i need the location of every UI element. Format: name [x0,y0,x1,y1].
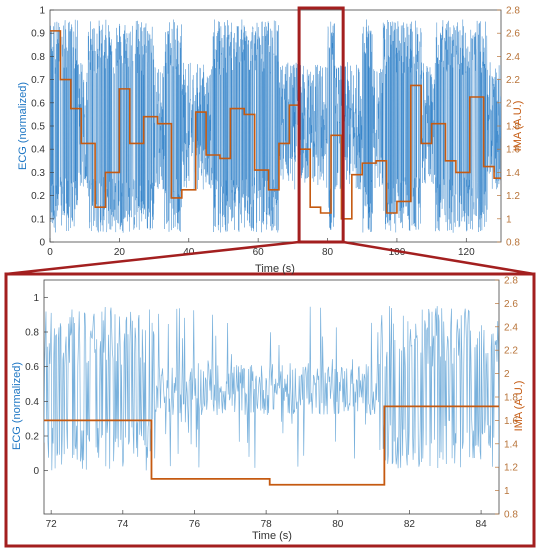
zoom-connector-left [5,240,300,276]
overview-y-right-tick-label: 0.8 [506,238,520,249]
overview-y-left-tick-label: 0.2 [31,191,45,202]
zoom-panel-frame [4,272,536,548]
zoom-y-left-tick-label: 0.4 [25,397,39,408]
zoom-y-right-label: IMA (A.U.) [513,381,525,432]
zoom-connector-right [342,240,535,276]
zoom-x-tick-label: 72 [46,519,58,530]
overview-y-left-tick-label: 0.4 [31,145,45,156]
overview-x-tick-label: 0 [47,247,53,258]
zoom-y-left-label: ECG (normalized) [11,362,23,450]
overview-y-left-tick-label: 0.8 [31,52,45,63]
overview-x-tick-label: 80 [322,247,334,258]
overview-ima-step-line [50,30,501,220]
zoom-ecg-line [44,306,499,471]
overview-x-tick-label: 120 [458,247,475,258]
zoom-x-axis-label: Time (s) [252,530,292,542]
zoom-y-left-tick-label: 0 [33,466,39,477]
overview-y-right-tick-label: 1.4 [506,168,520,179]
overview-y-right-tick-label: 2.8 [506,6,520,17]
overview-y-right-tick-label: 2.4 [506,52,520,63]
zoom-ima-step-line [44,405,499,486]
overview-y-left-tick-label: 0.6 [31,98,45,109]
zoom-y-right-tick-label: 1.2 [504,463,518,474]
zoom-x-tick-label: 82 [404,519,416,530]
overview-ecg-line [50,19,501,233]
zoom-connector-lines [5,240,535,276]
overview-y-right-tick-label: 2.6 [506,29,520,40]
overview-x-tick-label: 20 [114,247,126,258]
zoom-y-right-tick-label: 1.4 [504,439,518,450]
overview-x-tick-label: 40 [183,247,195,258]
zoom-y-left-tick-label: 0.2 [25,432,39,443]
zoom-panel: 0 0.2 0.4 0.6 0.8 1 0.8 1 1.2 1.4 1.6 1.8 2 2.2 2.4 2.6… [4,272,536,548]
zoom-y-left-tick-label: 0.6 [25,362,39,373]
zoom-ecg-series [44,306,499,486]
overview-y-right-tick-label: 1.6 [506,145,520,156]
overview-ecg-series [50,19,501,233]
zoom-y-right-tick-label: 2.8 [504,276,518,287]
zoom-window-rectangle [297,6,345,244]
zoom-x-tick-label: 76 [189,519,201,530]
zoom-x-tick-label: 78 [261,519,273,530]
zoom-y-right-tick-label: 2.6 [504,299,518,310]
overview-x-tick-label: 60 [253,247,265,258]
overview-y-right-tick-label: 1.8 [506,122,520,133]
overview-y-left-tick-label: 0.5 [31,122,45,133]
zoom-y-left-tick-label: 1 [33,293,39,304]
overview-y-right-tick-label: 1.2 [506,191,520,202]
overview-y-left-tick-label: 0.1 [31,214,45,225]
zoom-y-right-tick-label: 2.4 [504,322,518,333]
overview-x-axis-label: Time (s) [255,263,295,275]
overview-y-left-label: ECG (normalized) [17,82,29,170]
overview-y-left-tick-label: 0 [39,238,45,249]
zoom-y-right-tick-label: 2.2 [504,346,518,357]
zoom-y-right-tick-label: 1.6 [504,416,518,427]
zoom-x-tick-label: 80 [332,519,344,530]
overview-y-right-tick-label: 2.2 [506,75,520,86]
zoom-x-tick-label: 74 [117,519,129,530]
overview-y-left-tick-label: 0.9 [31,29,45,40]
overview-y-left-tick-label: 0.7 [31,75,45,86]
overview-y-right-tick-label: 1 [506,214,512,225]
overview-y-right-tick-label: 2 [506,98,512,109]
zoom-x-tick-label: 84 [476,519,488,530]
overview-x-tick-label: 100 [389,247,406,258]
axis-labels: Time (s) ECG (normalized) IMA (A.U.) Tim… [11,82,525,542]
overview-y-left-tick-label: 0.3 [31,168,45,179]
overview-y-left-tick-label: 1 [39,6,45,17]
zoom-y-right-tick-label: 0.8 [504,510,518,521]
zoom-y-left-tick-label: 0.8 [25,328,39,339]
zoom-y-right-tick-label: 2 [504,369,510,380]
zoom-y-right-tick-label: 1.8 [504,393,518,404]
overview-y-right-label: IMA (A.U.) [512,101,524,152]
zoom-y-right-tick-label: 1 [504,486,510,497]
overview-panel: 0 0.1 0.2 0.3 0.4 0.5 0.6 0.7 0.8 0.9 1 0.8 1 1.2 1.4 1… [31,6,520,259]
